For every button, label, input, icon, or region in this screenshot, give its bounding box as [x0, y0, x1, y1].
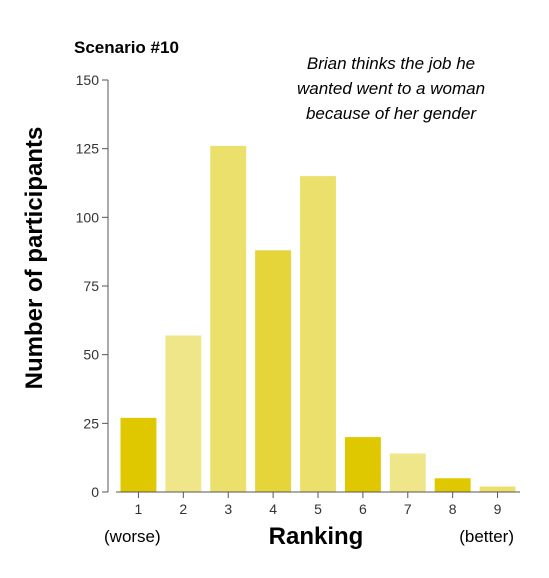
x-tick-label: 4: [269, 501, 277, 517]
bar: [120, 417, 157, 492]
y-tick-label: 150: [76, 72, 100, 88]
x-tick-label: 2: [179, 501, 187, 517]
x-end-label-left: (worse): [104, 527, 161, 546]
x-axis-label: Ranking: [269, 523, 364, 550]
y-axis: 0 25 50 75 100 125 150: [76, 72, 109, 500]
x-axis: 1 2 3 4 5 6 7 8 9: [116, 491, 520, 517]
bar: [389, 453, 426, 492]
bar: [300, 176, 336, 492]
x-tick-label: 1: [135, 501, 143, 517]
annotation-line-3: because of her gender: [306, 104, 477, 123]
chart-title: Scenario #10: [74, 38, 179, 57]
y-tick-label: 125: [76, 141, 100, 157]
x-tick-label: 7: [404, 501, 412, 517]
y-tick-label: 50: [83, 347, 99, 363]
annotation-line-2: wanted went to a woman: [297, 79, 485, 98]
bar: [210, 145, 247, 493]
x-tick-label: 6: [359, 501, 367, 517]
y-tick-label: 0: [91, 484, 99, 500]
bar: [255, 250, 292, 492]
y-axis-label: Number of participants: [21, 127, 48, 390]
x-tick-label: 9: [494, 501, 502, 517]
x-tick-label: 8: [449, 501, 457, 517]
bar: [434, 478, 471, 492]
bar: [165, 335, 202, 492]
x-tick-label: 5: [314, 501, 322, 517]
y-tick-label: 75: [83, 278, 99, 294]
y-tick-label: 100: [76, 209, 100, 225]
y-tick-label: 25: [83, 415, 99, 431]
x-tick-label: 3: [224, 501, 232, 517]
bars: [120, 145, 516, 493]
annotation-line-1: Brian thinks the job he: [307, 54, 475, 73]
x-end-label-right: (better): [459, 527, 514, 546]
bar: [344, 437, 381, 492]
bar: [479, 486, 516, 492]
